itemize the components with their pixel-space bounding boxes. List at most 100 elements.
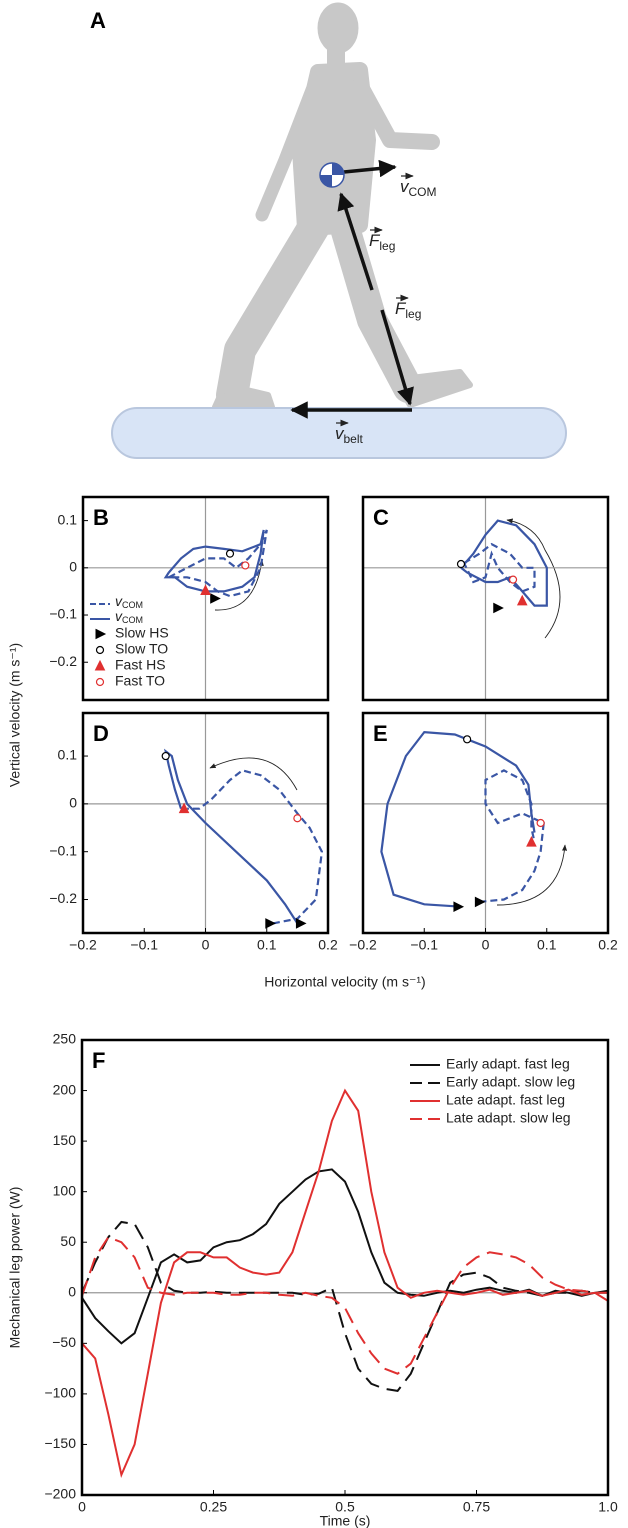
y-tick-label: 0 [69, 559, 77, 575]
plot-frame [80, 1038, 610, 1497]
y-tick-label: 250 [53, 1031, 77, 1047]
point [526, 836, 537, 847]
y-tick-label: 0.1 [58, 747, 78, 763]
point [241, 561, 250, 570]
y-tick-label: 150 [53, 1132, 77, 1148]
x-tick-label: 0.1 [537, 937, 557, 953]
vector-label: vbelt [335, 424, 364, 446]
legend-label: vCOM [115, 593, 143, 611]
point [161, 751, 170, 761]
legend-subscript: COM [122, 600, 143, 610]
point [493, 602, 504, 614]
point [456, 559, 466, 569]
walker [212, 2, 473, 411]
legend-symbol: v [115, 593, 123, 609]
vector-label: Fleg [395, 299, 421, 321]
y-tick-label: 100 [53, 1182, 77, 1198]
point [178, 802, 190, 814]
x-tick-label: −0.2 [349, 937, 377, 953]
plot-frame [81, 495, 330, 702]
y-tick-label: −200 [44, 1486, 76, 1502]
y-tick-label: −100 [44, 1385, 76, 1401]
series-line [463, 542, 536, 593]
series-line [479, 769, 545, 903]
plot-frame [361, 711, 610, 935]
treadmill [111, 407, 567, 459]
point [265, 918, 276, 929]
legend-label: vCOM [115, 608, 143, 626]
y-tick-label: −0.1 [49, 842, 77, 858]
point [474, 896, 486, 908]
vector-symbol: F [395, 299, 407, 318]
legend-label: Early adapt. fast leg [446, 1056, 570, 1072]
panel-label: D [93, 721, 109, 746]
vector-subscript: COM [409, 185, 437, 199]
x-tick-label: −0.2 [69, 937, 97, 953]
x-axis-label: Time (s) [320, 1513, 371, 1528]
point [210, 593, 221, 604]
panel-label: A [90, 8, 106, 33]
legend-marker [95, 677, 105, 687]
com-marker [319, 162, 345, 188]
vector-symbol: F [369, 231, 381, 250]
y-axis-label: Mechanical leg power (W) [7, 1187, 23, 1349]
point [508, 575, 518, 584]
legend-label: Early adapt. slow leg [446, 1074, 575, 1090]
x-tick-label: −0.1 [410, 937, 438, 953]
legend-label: Slow HS [115, 625, 169, 641]
y-tick-label: −50 [52, 1334, 76, 1350]
x-tick-label: 0.5 [335, 1499, 355, 1515]
vector-symbol: v [400, 177, 410, 196]
point [200, 584, 211, 595]
y-tick-label: −150 [44, 1435, 76, 1451]
vectors [290, 159, 414, 419]
vector-subscript: leg [379, 239, 395, 253]
x-tick-label: 0 [482, 937, 490, 953]
series-line [163, 529, 265, 593]
y-tick-label: −0.2 [49, 890, 77, 906]
series-line [460, 519, 548, 607]
y-tick-label: 0 [69, 795, 77, 811]
legend-label: Fast HS [115, 657, 166, 673]
series-line [380, 730, 536, 908]
legend-subscript: COM [122, 615, 143, 625]
point [536, 818, 545, 828]
panel-label: B [93, 505, 109, 530]
x-axis-label: Horizontal velocity (m s⁻¹) [264, 974, 425, 990]
x-tick-label: 0.1 [257, 937, 277, 953]
x-tick-label: 0 [202, 937, 210, 953]
plot-frame [361, 495, 610, 702]
series-line [163, 748, 299, 924]
vector-label: vCOM [400, 177, 437, 199]
legend-symbol: v [115, 608, 123, 624]
x-tick-label: 1.0 [598, 1499, 618, 1515]
legend-label: Late adapt. fast leg [446, 1092, 565, 1108]
vector-label: Fleg [369, 231, 395, 253]
vector-subscript: belt [344, 432, 364, 446]
vector-symbol: v [335, 424, 345, 443]
legend-marker [95, 628, 107, 640]
panel-label: C [373, 505, 389, 530]
legend-label: Fast TO [115, 673, 165, 689]
legend-label: Slow TO [115, 641, 168, 657]
series-line [81, 1235, 608, 1375]
legend-marker [94, 659, 106, 671]
point [453, 901, 465, 913]
panel-label: F [92, 1048, 105, 1073]
point [516, 594, 528, 606]
series-line [81, 1088, 609, 1479]
x-tick-label: 0.2 [318, 937, 338, 953]
legend-marker [95, 645, 105, 655]
panel-label: E [373, 721, 388, 746]
x-tick-label: 0.2 [598, 937, 618, 953]
y-tick-label: 50 [60, 1233, 76, 1249]
y-tick-label: 0 [68, 1283, 76, 1299]
y-tick-label: 200 [53, 1081, 77, 1097]
series-line [187, 769, 324, 925]
y-tick-label: −0.1 [49, 606, 77, 622]
vector-subscript: leg [405, 307, 421, 321]
x-tick-label: 0.25 [200, 1499, 227, 1515]
vector-arrows [336, 172, 414, 427]
series-line [81, 1220, 608, 1392]
